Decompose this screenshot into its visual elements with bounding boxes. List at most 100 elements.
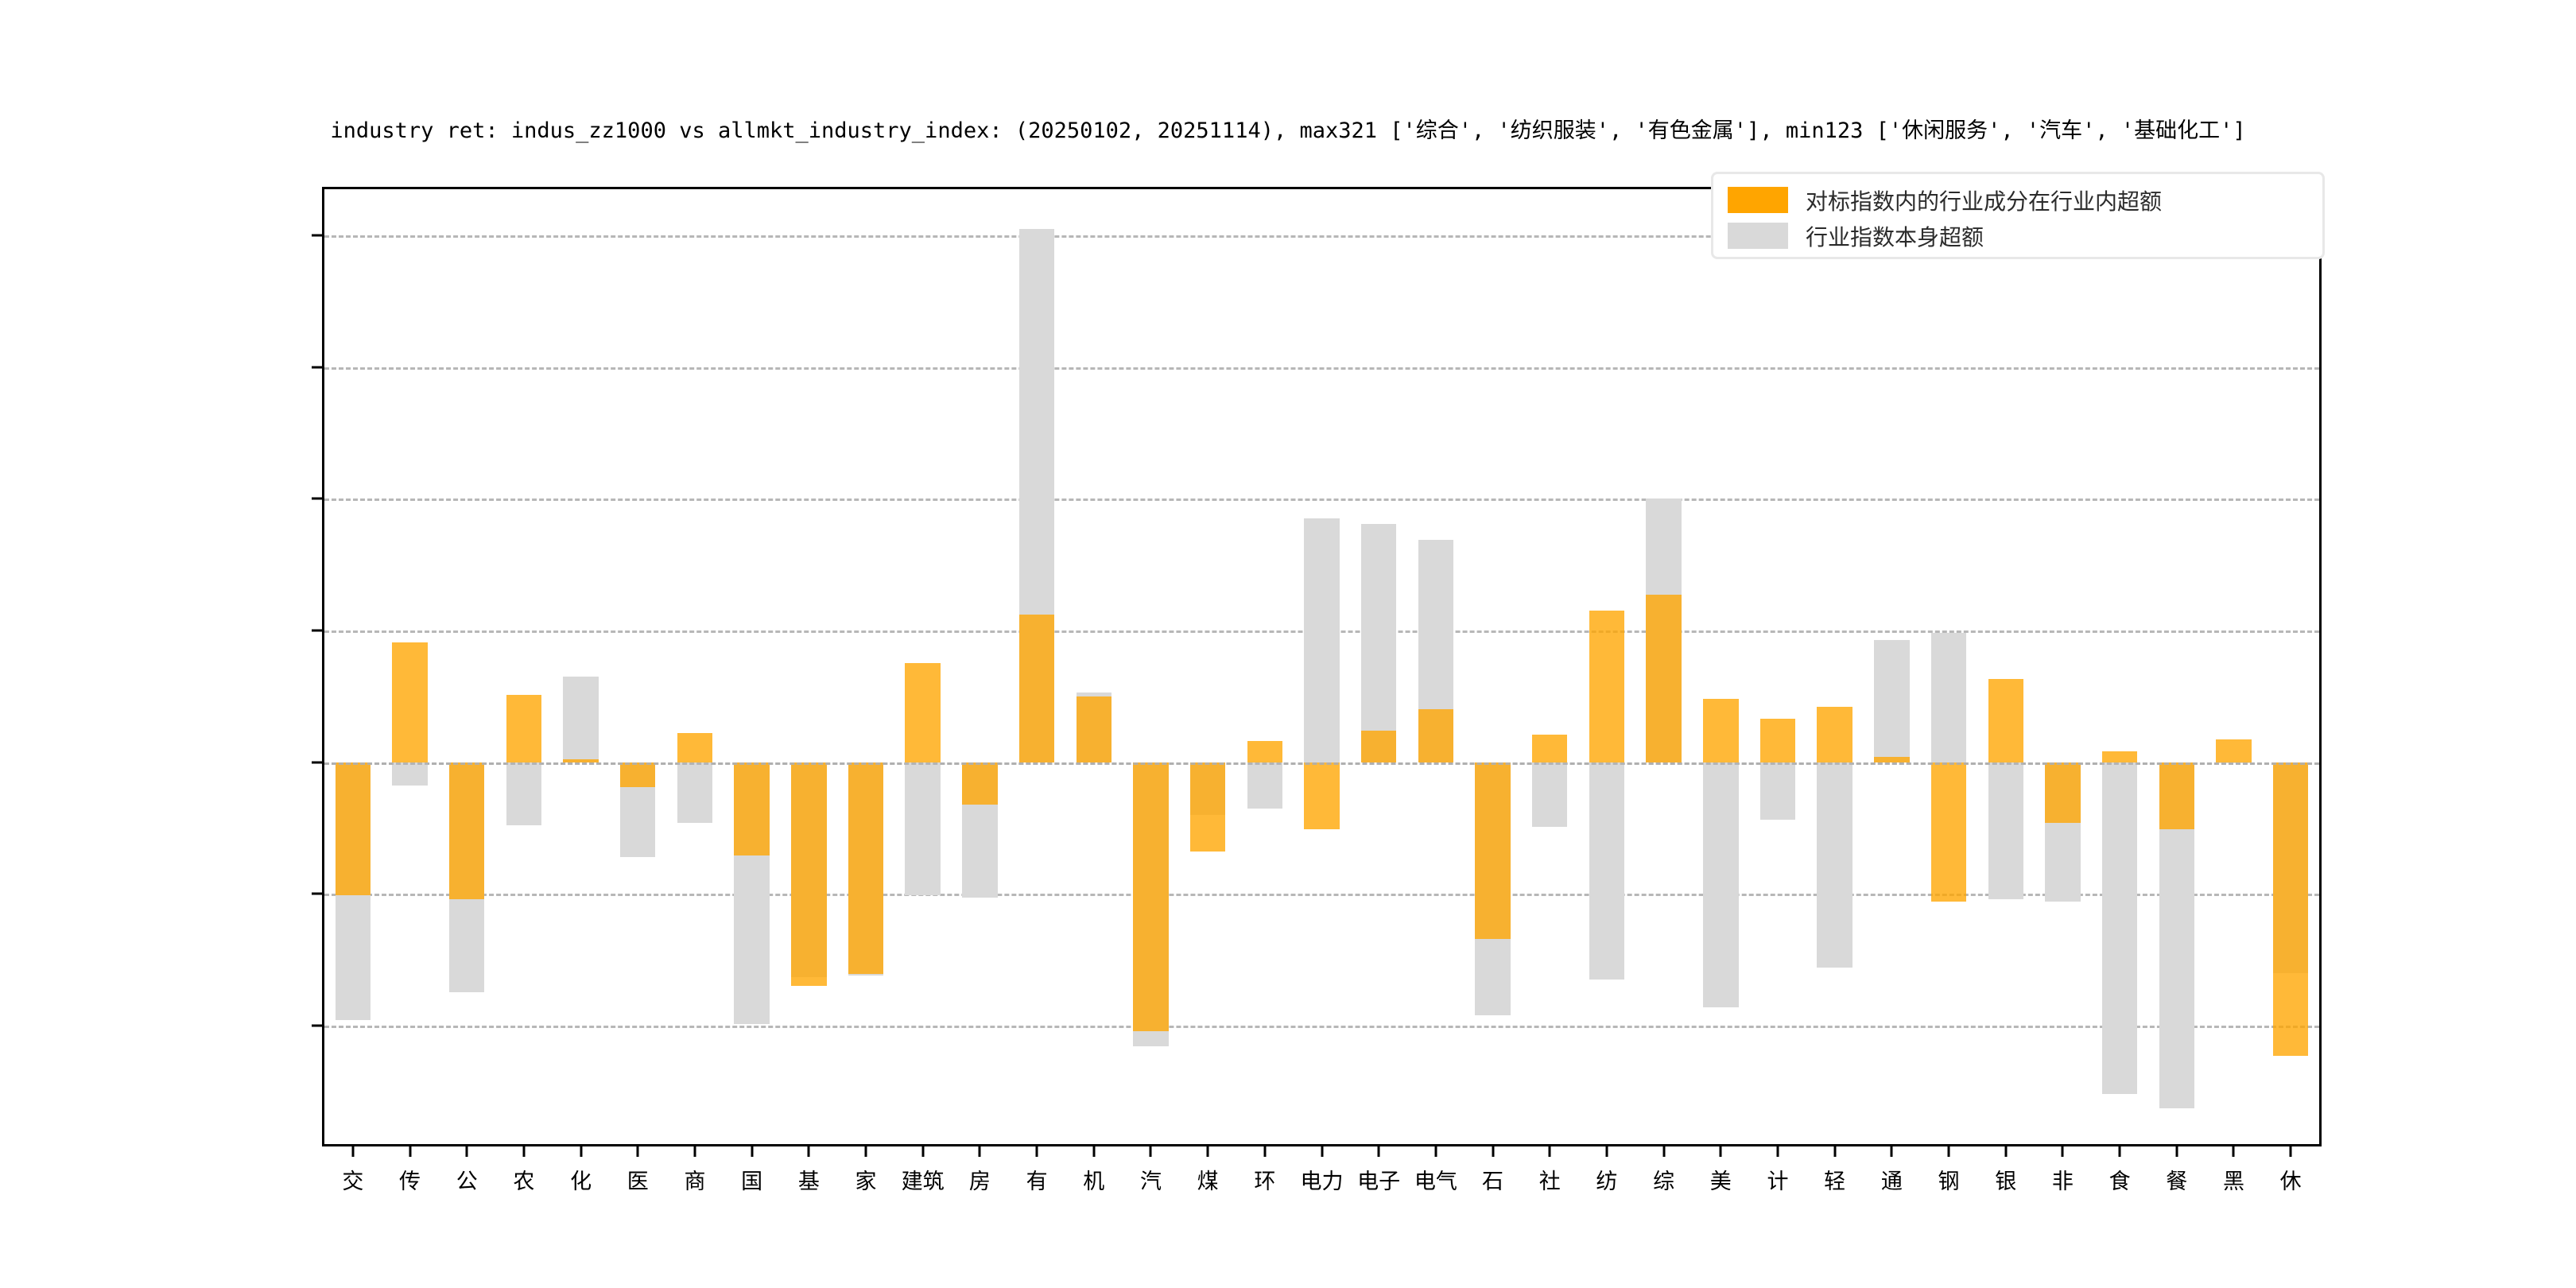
bar-grey-计 [1759, 762, 1796, 821]
x-axis-tick-mark [2289, 1146, 2292, 1157]
x-axis-tick-mark [1321, 1146, 1323, 1157]
x-axis-tick-label: 汽 [1139, 1170, 1162, 1194]
gridline [324, 499, 2319, 502]
x-axis-tick-mark [1605, 1146, 1608, 1157]
bar-grey-食 [2101, 762, 2138, 1095]
x-axis-tick-mark [1092, 1146, 1096, 1157]
x-axis-tick-mark [1947, 1146, 1950, 1157]
plot-area [322, 187, 2322, 1146]
x-axis-tick-mark [1548, 1146, 1551, 1157]
bar-grey-传 [392, 762, 428, 786]
x-axis-tick-label: 社 [1538, 1170, 1561, 1194]
x-axis-tick-mark [1662, 1146, 1666, 1157]
bar-orange-美 [1703, 699, 1739, 762]
x-axis-tick-label: 传 [399, 1170, 421, 1194]
x-axis-tick-label: 房 [968, 1170, 991, 1194]
plot-inner [324, 189, 2319, 1144]
x-axis-tick-mark [2061, 1146, 2064, 1157]
bar-grey-银 [1988, 762, 2023, 899]
bar-grey-社 [1532, 762, 1568, 827]
gridline [324, 1025, 2319, 1028]
x-axis-tick-label: 休 [2279, 1170, 2302, 1194]
x-axis-tick-mark [1833, 1146, 1837, 1157]
bar-grey-轻 [1817, 762, 1852, 968]
bar-orange-轻 [1817, 707, 1852, 762]
bar-grey-电力 [1304, 518, 1340, 762]
x-axis-tick-label: 综 [1653, 1170, 1675, 1194]
bar-orange-传 [392, 642, 428, 762]
chart-legend: 对标指数内的行业成分在行业内超额 行业指数本身超额 [1711, 172, 2325, 259]
bar-orange-电子 [1360, 730, 1397, 762]
x-axis-tick-label: 钢 [1938, 1170, 1960, 1194]
y-axis-tick-mark [312, 497, 322, 500]
y-axis-tick-mark [312, 629, 322, 632]
x-axis-tick-label: 环 [1254, 1170, 1276, 1194]
bar-grey-农 [506, 762, 542, 826]
x-axis-tick-mark [978, 1146, 981, 1157]
x-axis-tick-label: 轻 [1824, 1170, 1846, 1194]
x-axis-tick-mark [1434, 1146, 1437, 1157]
gridline [324, 894, 2319, 897]
x-axis-tick-mark [465, 1146, 468, 1157]
y-axis-tick-mark [312, 761, 322, 764]
bar-orange-公 [448, 762, 485, 899]
bar-orange-社 [1532, 734, 1568, 762]
x-axis-tick-label: 煤 [1197, 1170, 1219, 1194]
bar-orange-食 [2101, 751, 2138, 762]
x-axis-tick-label: 国 [741, 1170, 763, 1194]
bar-grey-纺 [1589, 762, 1625, 980]
bar-orange-汽 [1133, 762, 1169, 1031]
x-axis-tick-label: 机 [1083, 1170, 1105, 1194]
x-axis-tick-mark [522, 1146, 526, 1157]
bar-grey-建筑 [905, 762, 941, 895]
bar-orange-黑 [2216, 739, 2252, 762]
legend-swatch-orange [1728, 187, 1788, 213]
bar-orange-电气 [1418, 709, 1454, 762]
bar-orange-基 [791, 762, 827, 987]
bar-orange-非 [2045, 762, 2081, 823]
x-axis-tick-label: 基 [797, 1170, 820, 1194]
x-axis-tick-label: 银 [1995, 1170, 2017, 1194]
bar-grey-环 [1247, 762, 1283, 809]
bar-orange-建筑 [905, 663, 941, 762]
bar-orange-机 [1076, 696, 1111, 762]
x-axis-tick-label: 交 [342, 1170, 364, 1194]
x-axis-tick-label: 化 [570, 1170, 592, 1194]
x-axis-tick-label: 家 [855, 1170, 877, 1194]
bar-grey-化 [563, 676, 599, 762]
x-axis-tick-mark [807, 1146, 810, 1157]
x-axis-tick-label: 有 [1026, 1170, 1048, 1194]
bar-orange-综 [1646, 595, 1682, 762]
x-axis-tick-label: 食 [2109, 1170, 2131, 1194]
x-axis-tick-mark [2232, 1146, 2235, 1157]
bar-orange-国 [734, 762, 770, 856]
bar-orange-计 [1759, 718, 1796, 762]
x-axis-tick-label: 电气 [1414, 1170, 1457, 1194]
bar-orange-商 [677, 733, 713, 762]
bar-orange-餐 [2159, 762, 2194, 830]
bar-orange-化 [563, 759, 599, 762]
bar-orange-银 [1988, 679, 2023, 762]
x-axis-tick-label: 通 [1880, 1170, 1903, 1194]
bar-grey-通 [1874, 639, 1910, 762]
x-axis-tick-mark [2175, 1146, 2178, 1157]
x-axis-tick-label: 建筑 [901, 1170, 945, 1194]
bar-orange-交 [335, 762, 371, 895]
x-axis-tick-label: 电子 [1357, 1170, 1401, 1194]
x-axis-tick-mark [2118, 1146, 2121, 1157]
x-axis-tick-mark [1149, 1146, 1152, 1157]
x-axis-tick-mark [1492, 1146, 1495, 1157]
x-axis-tick-mark [409, 1146, 412, 1157]
bar-orange-环 [1247, 741, 1283, 762]
x-axis-tick-mark [580, 1146, 583, 1157]
y-axis-tick-mark [312, 892, 322, 895]
x-axis-tick-mark [1377, 1146, 1380, 1157]
bar-grey-美 [1703, 762, 1739, 1007]
x-axis-tick-label: 电力 [1300, 1170, 1344, 1194]
zero-line [324, 762, 2319, 765]
x-axis-tick-label: 非 [2051, 1170, 2074, 1194]
x-axis-tick-label: 计 [1767, 1170, 1789, 1194]
x-axis-tick-label: 医 [627, 1170, 649, 1194]
y-axis-tick-mark [312, 1024, 322, 1027]
x-axis-tick-mark [351, 1146, 355, 1157]
